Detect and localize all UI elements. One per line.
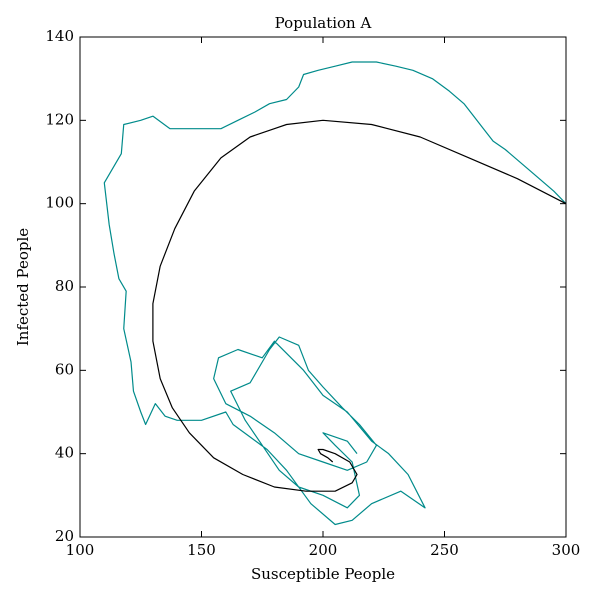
x-axis-label: Susceptible People <box>251 565 395 583</box>
y-tick-label: 60 <box>55 360 74 378</box>
series-line <box>152 119 567 492</box>
y-tick-label: 140 <box>45 27 74 45</box>
y-tick-label: 100 <box>45 194 74 212</box>
chart-title: Population A <box>275 14 372 32</box>
x-tick-label: 100 <box>66 541 95 559</box>
x-tick-label: 150 <box>187 541 216 559</box>
x-tick-label: 200 <box>309 541 338 559</box>
y-tick-label: 120 <box>45 110 74 128</box>
x-tick-label: 300 <box>552 541 581 559</box>
y-tick-label: 20 <box>55 527 74 545</box>
plot-area <box>103 61 567 526</box>
y-tick-label: 80 <box>55 277 74 295</box>
series-line <box>103 61 567 526</box>
y-tick-label: 40 <box>55 444 74 462</box>
x-tick-label: 250 <box>430 541 459 559</box>
y-axis-label: Infected People <box>14 228 32 346</box>
